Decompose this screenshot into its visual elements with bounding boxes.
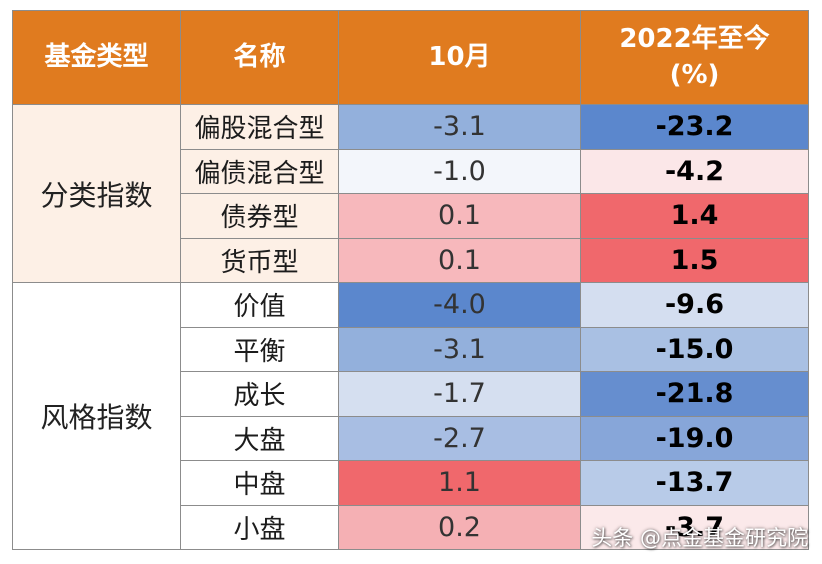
october-return-cell: -2.7 bbox=[338, 415, 581, 461]
fund-name-cell: 偏债混合型 bbox=[180, 148, 339, 194]
ytd-return-cell: -13.7 bbox=[580, 460, 809, 506]
fund-name-cell: 价值 bbox=[180, 282, 339, 328]
fund-name-cell: 小盘 bbox=[180, 504, 339, 550]
october-return-cell: -4.0 bbox=[338, 282, 581, 328]
ytd-return-cell: 1.5 bbox=[580, 237, 809, 283]
ytd-return-cell: -15.0 bbox=[580, 326, 809, 372]
header-fund-type: 基金类型 bbox=[12, 10, 181, 105]
fund-name-cell: 货币型 bbox=[180, 237, 339, 283]
header-ytd: 2022年至今 (%) bbox=[580, 10, 809, 105]
fund-name-cell: 偏股混合型 bbox=[180, 104, 339, 150]
fund-name-cell: 债券型 bbox=[180, 193, 339, 239]
fund-name-cell: 平衡 bbox=[180, 326, 339, 372]
table-row: 偏债混合型 -1.0 -4.2 bbox=[13, 148, 809, 194]
table-header-row: 基金类型 名称 10月 2022年至今 (%) bbox=[12, 10, 809, 105]
ytd-return-cell: -21.8 bbox=[580, 371, 809, 417]
table-row: 风格指数 价值 -4.0 -9.6 bbox=[12, 282, 809, 550]
ytd-return-cell: -4.2 bbox=[580, 148, 809, 194]
header-ytd-line1: 2022年至今 bbox=[619, 24, 770, 55]
ytd-return-cell: 1.4 bbox=[580, 193, 809, 239]
table-row: 分类指数 偏股混合型 -3.1 -23.2 bbox=[12, 104, 809, 283]
table-row: 债券型 0.1 1.4 bbox=[13, 193, 809, 239]
fund-name-cell: 大盘 bbox=[180, 415, 339, 461]
group-label: 风格指数 bbox=[12, 282, 181, 550]
table-row: 平衡 -3.1 -15.0 bbox=[13, 326, 809, 372]
header-ytd-line2: (%) bbox=[669, 59, 720, 90]
table-row: 大盘 -2.7 -19.0 bbox=[13, 415, 809, 461]
ytd-return-cell: -9.6 bbox=[580, 282, 809, 328]
october-return-cell: -3.1 bbox=[338, 104, 581, 150]
ytd-return-cell: -19.0 bbox=[580, 415, 809, 461]
fund-name-cell: 中盘 bbox=[180, 460, 339, 506]
october-return-cell: -3.1 bbox=[338, 326, 581, 372]
october-return-cell: -1.0 bbox=[338, 148, 581, 194]
fund-performance-table: 基金类型 名称 10月 2022年至今 (%) 分类指数 偏股混合型 -3.1 -23… bbox=[12, 10, 809, 550]
watermark: 头条 @点金基金研究院 bbox=[591, 526, 808, 550]
group-label: 分类指数 bbox=[12, 104, 181, 283]
october-return-cell: -1.7 bbox=[338, 371, 581, 417]
table-row: 货币型 0.1 1.5 bbox=[13, 237, 809, 283]
ytd-return-cell: -23.2 bbox=[580, 104, 809, 150]
october-return-cell: 0.1 bbox=[338, 193, 581, 239]
october-return-cell: 0.2 bbox=[338, 504, 581, 550]
table-row: 中盘 1.1 -13.7 bbox=[13, 460, 809, 506]
header-name: 名称 bbox=[180, 10, 339, 105]
fund-name-cell: 成长 bbox=[180, 371, 339, 417]
ytd-return-cell: -3.7 bbox=[580, 504, 809, 550]
header-october: 10月 bbox=[338, 10, 581, 105]
table-row: 小盘 0.2 -3.7 bbox=[13, 504, 809, 550]
october-return-cell: 1.1 bbox=[338, 460, 581, 506]
october-return-cell: 0.1 bbox=[338, 237, 581, 283]
